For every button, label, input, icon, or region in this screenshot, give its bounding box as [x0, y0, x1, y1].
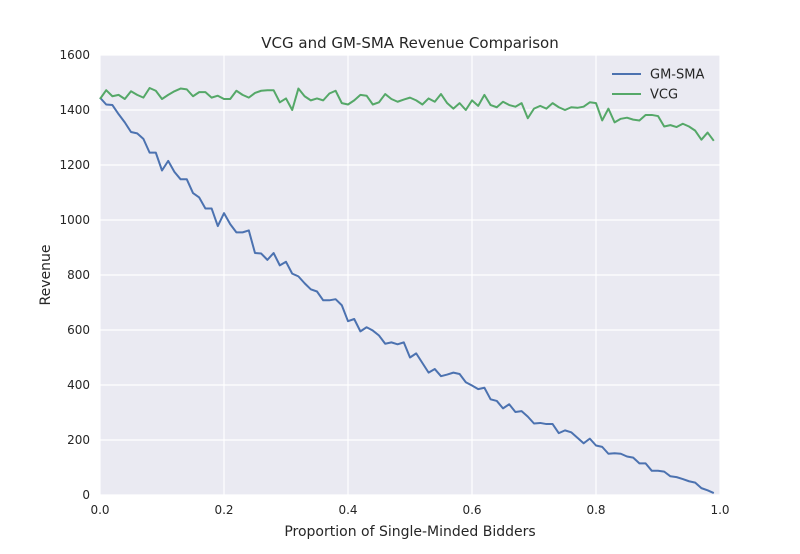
y-tick-label: 1400: [59, 103, 90, 117]
x-tick-labels: 0.0 0.2 0.4 0.6 0.8 1.0: [90, 503, 729, 517]
x-tick-label: 0.0: [90, 503, 109, 517]
legend-label-vcg: VCG: [650, 88, 678, 103]
y-tick-label: 1200: [59, 158, 90, 172]
y-tick-label: 1000: [59, 213, 90, 227]
y-axis-label: Revenue: [38, 245, 54, 306]
x-tick-label: 0.2: [214, 503, 233, 517]
series-line-gm-sma: [99, 96, 715, 494]
x-axis-label: Proportion of Single-Minded Bidders: [284, 524, 535, 540]
y-tick-label: 200: [67, 433, 90, 447]
series-line-vcg: [99, 87, 715, 142]
y-tick-label: 800: [67, 268, 90, 282]
y-tick-label: 600: [67, 323, 90, 337]
legend-label-gm-sma: GM-SMA: [650, 68, 704, 83]
y-tick-label: 0: [82, 488, 90, 502]
x-tick-label: 1.0: [710, 503, 729, 517]
y-tick-label: 1600: [59, 48, 90, 62]
series-lines: [99, 87, 715, 494]
x-tick-label: 0.4: [338, 503, 357, 517]
x-tick-label: 0.8: [586, 503, 605, 517]
legend: GM-SMA VCG: [612, 68, 704, 103]
y-tick-labels: 0 200 400 600 800 1000 1200 1400 1600: [59, 48, 90, 502]
x-tick-label: 0.6: [462, 503, 481, 517]
chart-title: VCG and GM-SMA Revenue Comparison: [261, 34, 559, 52]
grid-lines: [99, 54, 721, 496]
y-tick-label: 400: [67, 378, 90, 392]
